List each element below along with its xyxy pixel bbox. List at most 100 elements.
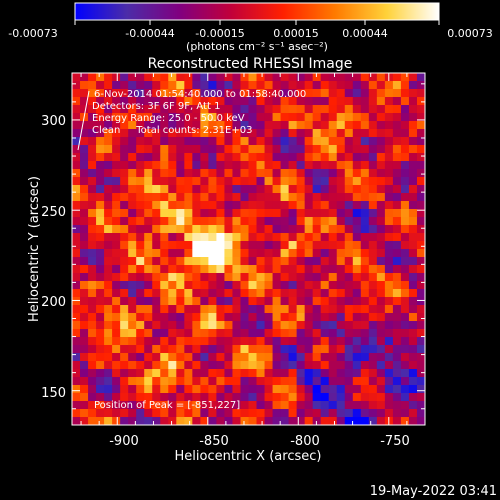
heatmap-cell: [272, 409, 282, 418]
heatmap-cell: [304, 361, 314, 370]
heatmap-cell: [296, 177, 306, 186]
heatmap-cell: [152, 185, 161, 194]
heatmap-cell: [112, 329, 121, 338]
heatmap-cell: [336, 161, 346, 170]
heatmap-cell: [96, 241, 105, 250]
heatmap-cell: [136, 305, 145, 314]
heatmap-cell: [208, 257, 218, 266]
heatmap-cell: [296, 409, 306, 418]
heatmap-cell: [400, 385, 410, 394]
heatmap-cell: [176, 281, 185, 290]
heatmap-cell: [184, 105, 193, 114]
heatmap-cell: [400, 177, 410, 186]
heatmap-cell: [264, 305, 274, 314]
heatmap-cell: [288, 281, 298, 290]
heatmap-cell: [160, 297, 169, 306]
heatmap-cell: [392, 73, 402, 82]
heatmap-cell: [168, 81, 177, 90]
heatmap-cell: [232, 113, 242, 122]
heatmap-cell: [176, 121, 185, 130]
heatmap-cell: [120, 313, 129, 322]
heatmap-cell: [320, 89, 330, 98]
heatmap-cell: [152, 169, 161, 178]
heatmap-cell: [248, 81, 258, 90]
heatmap-cell: [192, 129, 201, 138]
heatmap-cell: [96, 313, 105, 322]
heatmap-cell: [88, 393, 97, 402]
heatmap-cell: [216, 297, 226, 306]
heatmap-cell: [320, 305, 330, 314]
heatmap-cell: [408, 129, 418, 138]
heatmap-cell: [312, 169, 322, 178]
heatmap-cell: [208, 289, 218, 298]
heatmap-cell: [376, 121, 386, 130]
heatmap-cell: [320, 129, 330, 138]
heatmap-cell: [248, 393, 258, 402]
heatmap-cell: [344, 89, 354, 98]
heatmap-cell: [72, 121, 81, 130]
heatmap-cell: [96, 401, 105, 410]
heatmap-cell: [144, 345, 153, 354]
heatmap-cell: [328, 361, 338, 370]
heatmap-cell: [368, 289, 378, 298]
heatmap-cell: [144, 353, 153, 362]
heatmap-cell: [72, 345, 81, 354]
heatmap-cell: [128, 121, 137, 130]
heatmap-cell: [384, 345, 394, 354]
heatmap-cell: [400, 81, 410, 90]
heatmap-cell: [112, 145, 121, 154]
heatmap-cell: [232, 313, 242, 322]
heatmap-cell: [296, 369, 306, 378]
heatmap-cell: [416, 137, 425, 146]
heatmap-cell: [288, 81, 298, 90]
heatmap-cell: [352, 193, 362, 202]
heatmap-cell: [216, 89, 226, 98]
heatmap-cell: [360, 273, 370, 282]
heatmap-cell: [160, 353, 169, 362]
heatmap-cell: [416, 129, 425, 138]
heatmap-cell: [384, 121, 394, 130]
heatmap-cell: [144, 417, 153, 425]
heatmap-cell: [96, 89, 105, 98]
heatmap-cell: [144, 73, 153, 82]
heatmap-cell: [96, 249, 105, 258]
heatmap-cell: [96, 393, 105, 402]
heatmap-cell: [352, 137, 362, 146]
heatmap-cell: [96, 129, 105, 138]
heatmap-cell: [296, 249, 306, 258]
heatmap-cell: [304, 345, 314, 354]
heatmap-cell: [256, 329, 266, 338]
heatmap-cell: [256, 361, 266, 370]
heatmap-cell: [328, 169, 338, 178]
heatmap-cell: [248, 401, 258, 410]
heatmap-cell: [392, 97, 402, 106]
heatmap-cell: [384, 385, 394, 394]
heatmap-cell: [384, 361, 394, 370]
colorbar-tick-label: -0.00015: [195, 27, 244, 40]
heatmap-cell: [240, 401, 250, 410]
heatmap-cell: [200, 73, 209, 82]
heatmap-cell: [408, 345, 418, 354]
heatmap-cell: [272, 145, 282, 154]
heatmap-cell: [160, 185, 169, 194]
heatmap-cell: [248, 225, 258, 234]
heatmap-cell: [96, 409, 105, 418]
heatmap-cell: [88, 185, 97, 194]
heatmap-cell: [224, 337, 234, 346]
heatmap-cell: [184, 305, 193, 314]
heatmap-cell: [104, 289, 113, 298]
heatmap-cell: [352, 369, 362, 378]
heatmap-cell: [296, 81, 306, 90]
heatmap-cell: [360, 81, 370, 90]
heatmap-cell: [400, 361, 410, 370]
heatmap-cell: [416, 81, 425, 90]
heatmap-cell: [128, 105, 137, 114]
heatmap-cell: [200, 97, 209, 106]
heatmap-cell: [168, 305, 177, 314]
heatmap-cell: [184, 97, 193, 106]
heatmap-cell: [72, 249, 81, 258]
heatmap-cell: [336, 225, 346, 234]
heatmap-cell: [400, 337, 410, 346]
heatmap-cell: [96, 417, 105, 425]
heatmap-cell: [296, 345, 306, 354]
